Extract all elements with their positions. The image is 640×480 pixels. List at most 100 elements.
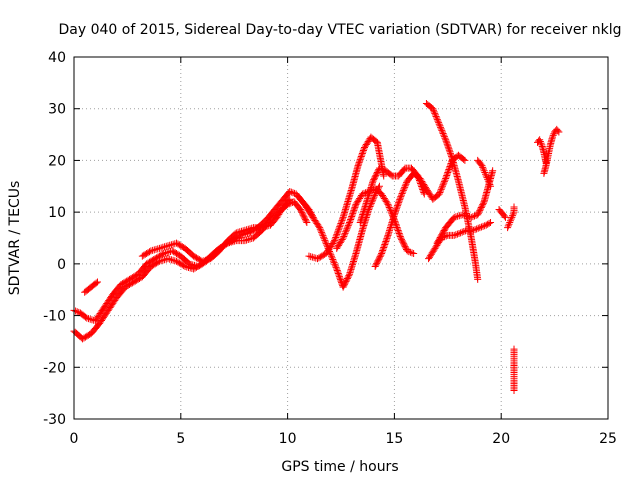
data-point-fill — [443, 140, 451, 148]
data-point — [410, 250, 418, 258]
data-point — [461, 156, 469, 164]
data-point-fill — [402, 244, 410, 252]
data-point-fill — [237, 227, 245, 235]
data-point-fill — [84, 331, 92, 339]
data-point-fill — [440, 133, 448, 141]
data-point-fill — [81, 333, 89, 341]
data-point-fill — [345, 220, 353, 228]
data-point — [155, 257, 163, 265]
data-point-fill — [244, 236, 252, 244]
data-point-fill — [123, 282, 131, 290]
y-tick-label: 40 — [48, 50, 66, 66]
data-point — [190, 252, 198, 260]
data-point-fill — [151, 260, 159, 268]
data-point-fill — [441, 176, 449, 184]
data-point-fill — [175, 241, 183, 249]
data-point — [198, 257, 206, 265]
data-point-fill — [302, 202, 310, 210]
data-point-fill — [483, 174, 491, 182]
data-point-fill — [300, 213, 308, 221]
data-point-fill — [231, 237, 239, 245]
data-point-fill — [438, 182, 446, 190]
data-point-fill — [143, 250, 151, 258]
data-point — [83, 314, 91, 322]
data-point-fill — [315, 254, 323, 262]
y-axis-label: SDTVAR / TECUs — [7, 181, 23, 296]
data-point-fill — [401, 183, 409, 191]
data-point-fill — [393, 223, 401, 231]
data-point-fill — [440, 178, 448, 186]
data-point-fill — [319, 251, 327, 259]
data-point-fill — [417, 176, 425, 184]
data-point — [482, 221, 490, 229]
data-point-fill — [432, 112, 440, 120]
data-point-fill — [350, 205, 358, 213]
data-point-fill — [550, 130, 558, 138]
data-point-fill — [400, 241, 408, 249]
data-point-fill — [276, 209, 284, 217]
data-point-fill — [358, 151, 366, 159]
data-point — [173, 257, 181, 265]
data-point-fill — [316, 253, 324, 261]
series-arc-l — [433, 167, 497, 247]
data-point-fill — [406, 248, 414, 256]
data-point — [155, 244, 163, 252]
data-point-fill — [478, 202, 486, 210]
data-point-fill — [506, 217, 514, 225]
data-point-fill — [373, 260, 381, 268]
data-point-fill — [144, 249, 152, 257]
data-point-fill — [485, 179, 493, 187]
data-point-fill — [348, 211, 356, 219]
series-arc-c — [81, 278, 101, 296]
data-point-fill — [455, 212, 463, 220]
data-point-fill — [380, 194, 388, 202]
data-point-fill — [438, 184, 446, 192]
data-point-fill — [509, 212, 517, 220]
data-point-fill — [331, 235, 339, 243]
data-point-fill — [380, 242, 388, 250]
data-point-fill — [461, 227, 469, 235]
data-point-fill — [397, 191, 405, 199]
data-point-fill — [356, 156, 364, 164]
data-point-fill — [445, 145, 453, 153]
data-point-fill — [440, 131, 448, 139]
data-point-fill — [398, 237, 406, 245]
data-point-fill — [395, 228, 403, 236]
data-point-fill — [405, 248, 413, 256]
data-point-fill — [307, 253, 315, 261]
data-point-fill — [442, 137, 450, 145]
data-point-fill — [297, 207, 305, 215]
data-point — [333, 265, 341, 273]
data-point-fill — [444, 143, 452, 151]
data-point — [346, 218, 354, 226]
data-point — [314, 255, 322, 263]
data-point-fill — [485, 219, 493, 227]
plot-frame — [73, 56, 609, 420]
data-point-fill — [335, 226, 343, 234]
data-point-fill — [469, 213, 477, 221]
data-point-fill — [320, 235, 328, 243]
data-point-fill — [194, 255, 202, 263]
data-point-fill — [432, 243, 440, 251]
data-point-fill — [202, 256, 210, 264]
data-point-fill — [480, 167, 488, 175]
data-point-fill — [448, 152, 456, 160]
data-point-fill — [446, 162, 454, 170]
data-point-fill — [418, 177, 426, 185]
data-point-fill — [175, 259, 183, 267]
data-point-fill — [357, 193, 365, 201]
data-point-fill — [347, 214, 355, 222]
data-point — [168, 247, 176, 255]
data-point-fill — [131, 277, 139, 285]
data-point-fill — [308, 253, 316, 261]
data-point-fill — [203, 256, 211, 264]
data-point-fill — [171, 257, 179, 265]
data-point-fill — [435, 119, 443, 127]
data-point-fill — [301, 216, 309, 224]
data-point-fill — [321, 236, 329, 244]
data-point-fill — [426, 191, 434, 199]
data-point-fill — [192, 263, 200, 271]
data-point-fill — [358, 150, 366, 158]
data-point-fill — [442, 173, 450, 181]
